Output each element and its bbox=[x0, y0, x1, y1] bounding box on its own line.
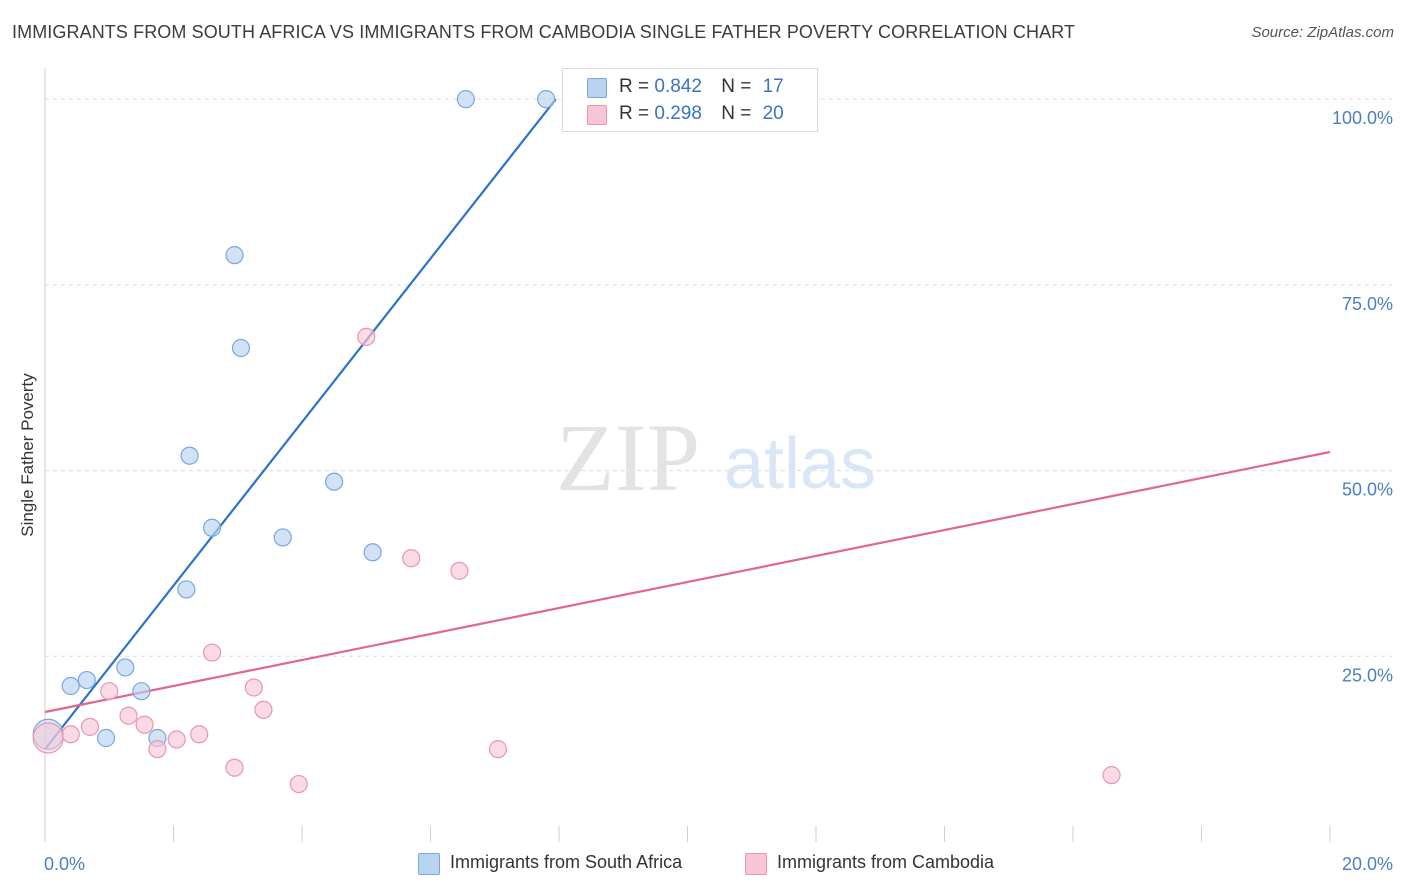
data-point-pink bbox=[357, 327, 376, 346]
data-point-blue bbox=[177, 580, 196, 599]
data-point-blue bbox=[231, 338, 251, 358]
x-tick-label: 0.0% bbox=[44, 854, 85, 874]
legend-r-label: R = bbox=[619, 103, 650, 124]
source-label: Source: ZipAtlas.com bbox=[1251, 24, 1394, 41]
data-point-pink bbox=[225, 758, 244, 777]
data-point-pink bbox=[100, 682, 119, 701]
data-point-blue bbox=[456, 90, 475, 109]
trend-lines bbox=[44, 98, 1331, 750]
y-tick-label: 75.0% bbox=[1342, 294, 1393, 314]
trend-line-pink bbox=[44, 450, 1331, 714]
legend-r-label: R = bbox=[619, 76, 650, 97]
data-point-blue bbox=[132, 682, 151, 701]
legend-n-label: N = bbox=[721, 103, 752, 124]
data-point-pink bbox=[202, 643, 222, 662]
data-point-pink bbox=[190, 725, 209, 744]
legend-r-value: 0.298 bbox=[654, 103, 702, 124]
legend-n-label: N = bbox=[721, 76, 752, 97]
data-point-pink bbox=[80, 717, 100, 736]
gridlines bbox=[45, 98, 1392, 657]
data-point-pink bbox=[61, 725, 80, 744]
y-tick-label: 50.0% bbox=[1342, 480, 1393, 500]
legend-r-value: 0.842 bbox=[654, 76, 702, 97]
data-point-pink bbox=[135, 715, 154, 734]
bottom-legend-label: Immigrants from South Africa bbox=[450, 852, 683, 872]
stats-legend: R = 0.842 N = 17 R = 0.298 N = 20 bbox=[562, 68, 818, 132]
y-tick-label: 25.0% bbox=[1342, 665, 1393, 685]
legend-n-value: 20 bbox=[762, 103, 784, 124]
watermark-zip: ZIP bbox=[556, 404, 700, 511]
data-point-blue bbox=[225, 246, 244, 265]
chart-title: IMMIGRANTS FROM SOUTH AFRICA VS IMMIGRAN… bbox=[12, 22, 1076, 42]
data-point-blue bbox=[61, 676, 80, 696]
bottom-legend-label: Immigrants from Cambodia bbox=[777, 852, 995, 872]
data-point-blue bbox=[116, 658, 135, 677]
data-point-pink bbox=[402, 549, 421, 568]
data-point-blue bbox=[325, 472, 344, 491]
x-tick-label: 20.0% bbox=[1342, 854, 1393, 874]
legend-swatch-cambodia bbox=[587, 105, 607, 125]
watermark-atlas: atlas bbox=[724, 424, 876, 504]
tick-labels: 25.0% 50.0% 75.0% 100.0% 0.0% 20.0% bbox=[44, 108, 1393, 874]
bottom-legend-swatch-pink bbox=[745, 853, 767, 875]
data-point-blue bbox=[202, 518, 222, 537]
data-point-pink bbox=[148, 740, 167, 759]
legend-row-south-africa: R = 0.842 N = 17 bbox=[619, 76, 784, 98]
data-point-blue bbox=[363, 543, 382, 562]
axes bbox=[44, 68, 1331, 842]
legend-n-value: 17 bbox=[762, 76, 784, 97]
trend-line-blue bbox=[44, 98, 557, 750]
data-point-pink bbox=[119, 706, 138, 725]
data-point-blue bbox=[96, 728, 116, 748]
data-points bbox=[32, 90, 1121, 794]
legend-swatch-south-africa bbox=[587, 78, 607, 98]
data-point-pink bbox=[488, 740, 508, 759]
data-point-pink bbox=[32, 722, 64, 754]
data-point-pink bbox=[167, 730, 186, 749]
legend-row-cambodia: R = 0.298 N = 20 bbox=[619, 103, 784, 125]
data-point-pink bbox=[289, 774, 308, 794]
data-point-pink bbox=[450, 561, 469, 580]
y-tick-label: 100.0% bbox=[1332, 108, 1393, 128]
data-point-blue bbox=[537, 90, 556, 109]
data-point-pink bbox=[254, 700, 273, 719]
data-point-blue bbox=[77, 670, 96, 690]
data-point-pink bbox=[1102, 766, 1121, 785]
watermark: ZIP atlas bbox=[556, 404, 876, 511]
bottom-legend-swatch-blue bbox=[418, 853, 440, 875]
bottom-legend-south-africa: Immigrants from South Africa bbox=[418, 852, 683, 875]
bottom-legend-cambodia: Immigrants from Cambodia bbox=[745, 852, 995, 875]
data-point-blue bbox=[273, 528, 292, 547]
data-point-pink bbox=[244, 678, 263, 697]
data-point-blue bbox=[180, 446, 199, 465]
